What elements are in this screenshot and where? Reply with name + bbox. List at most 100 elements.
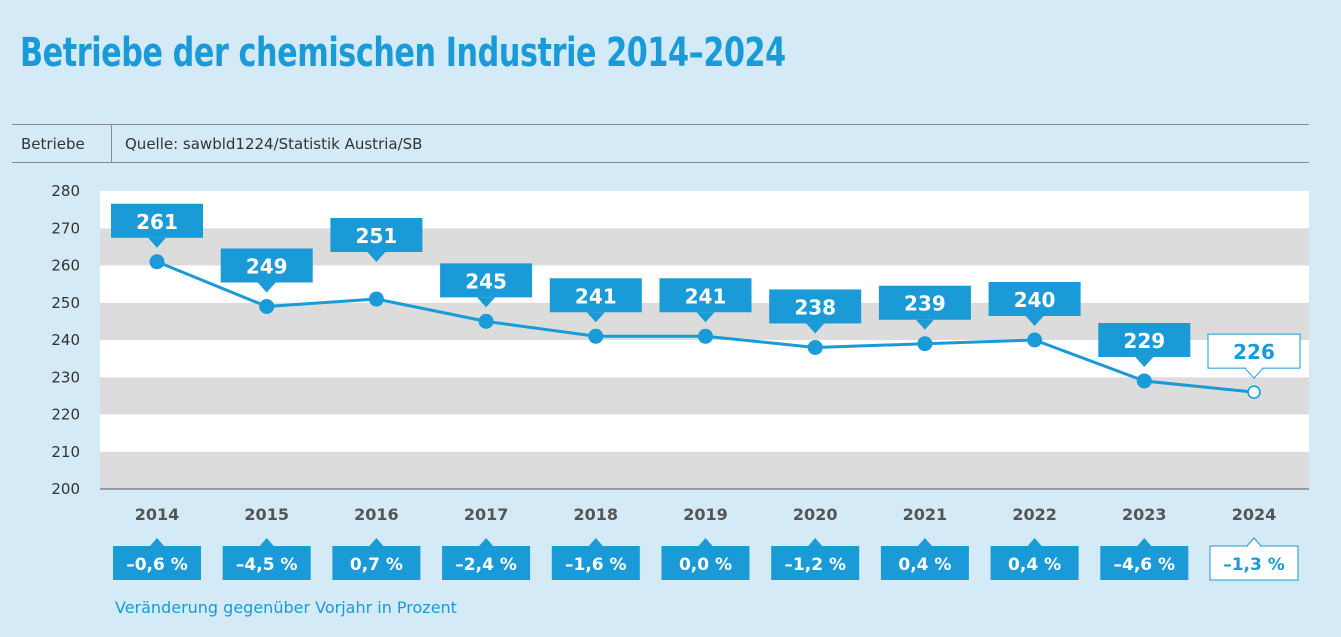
y-tick-label: 250: [51, 294, 80, 312]
value-callout-pointer: [806, 323, 825, 334]
value-callout: [330, 218, 423, 253]
divider: [111, 125, 112, 162]
change-label: 0,7 %: [350, 555, 403, 575]
x-tick-label: 2020: [793, 505, 838, 524]
source-bar: Betriebe Quelle: sawbld1224/Statistik Au…: [12, 124, 1309, 163]
x-tick-label: 2022: [1012, 505, 1057, 524]
page-title: Betriebe der chemischen Industrie 2014–2…: [20, 30, 786, 76]
grid-band: [100, 377, 1309, 415]
change-badge: [1100, 546, 1189, 580]
value-callout: [878, 285, 971, 320]
value-callout-pointer: [696, 312, 715, 323]
x-tick-label: 2016: [354, 505, 399, 524]
change-note: Veränderung gegenüber Vorjahr in Prozent: [115, 598, 457, 617]
value-callout-pointer: [477, 297, 496, 308]
y-tick-label: 260: [51, 257, 80, 275]
value-callout: [769, 289, 862, 324]
y-tick-label: 240: [51, 331, 80, 349]
change-badge-pointer: [479, 538, 494, 546]
data-label: 245: [465, 269, 507, 293]
grid-band: [100, 451, 1309, 489]
y-tick-label: 220: [51, 406, 80, 424]
value-callout-pointer: [1025, 316, 1044, 326]
data-point: [917, 336, 933, 352]
change-label: 0,4 %: [1008, 555, 1061, 575]
data-label: 238: [794, 295, 836, 319]
change-label: –4,6 %: [1114, 555, 1176, 575]
x-tick-label: 2017: [464, 505, 509, 524]
change-badge-pointer: [1245, 537, 1263, 547]
change-badge: [661, 546, 750, 580]
change-badge: [771, 546, 860, 580]
change-badge: [990, 546, 1079, 580]
data-label: 241: [685, 284, 727, 308]
data-point: [259, 298, 275, 314]
value-callout-pointer: [148, 237, 166, 248]
y-tick-label: 280: [51, 182, 80, 200]
data-point: [1027, 332, 1043, 348]
data-label: 226: [1233, 340, 1275, 364]
data-label: 249: [246, 254, 288, 278]
change-badge-pointer: [698, 538, 713, 546]
data-point: [588, 328, 604, 344]
data-label: 239: [904, 292, 946, 316]
data-point: [1136, 373, 1152, 389]
change-label: –1,6 %: [565, 555, 627, 575]
x-tick-label: 2024: [1232, 505, 1277, 524]
grid-band: [100, 191, 1309, 229]
change-label: –4,5 %: [236, 555, 298, 575]
change-badge: [222, 546, 311, 580]
grid-band: [100, 414, 1309, 452]
data-label: 241: [575, 284, 617, 308]
x-tick-label: 2021: [903, 505, 948, 524]
change-badge-pointer: [917, 538, 932, 546]
change-badge: [113, 546, 201, 580]
change-badge-pointer: [588, 538, 603, 546]
x-tick-label: 2014: [135, 505, 180, 524]
value-callout: [1207, 333, 1301, 369]
data-label: 229: [1123, 329, 1165, 353]
value-callout: [988, 282, 1081, 316]
y-tick-label: 210: [51, 443, 80, 461]
change-label: –1,2 %: [784, 555, 846, 575]
value-callout-pointer: [586, 312, 605, 323]
change-label: 0,4 %: [898, 555, 951, 575]
value-callout-pointer: [915, 319, 934, 330]
value-callout-pointer: [257, 282, 276, 293]
change-badge-pointer: [808, 538, 823, 546]
change-badge-pointer: [369, 538, 384, 546]
unit-label: Betriebe: [21, 135, 85, 153]
y-tick-label: 200: [51, 480, 80, 498]
value-callout: [1098, 322, 1191, 357]
data-label: 251: [356, 224, 398, 248]
source-label: Quelle: sawbld1224/Statistik Austria/SB: [125, 135, 423, 153]
data-label: 240: [1014, 288, 1056, 312]
change-label: 0,0 %: [679, 555, 732, 575]
change-badge: [332, 546, 421, 580]
change-badge: [551, 546, 640, 580]
x-tick-label: 2023: [1122, 505, 1167, 524]
value-callout: [220, 248, 313, 283]
data-point: [368, 291, 384, 307]
y-tick-label: 230: [51, 368, 80, 386]
change-label: –0,6 %: [126, 555, 188, 575]
x-tick-label: 2018: [574, 505, 619, 524]
change-badge-pointer: [1027, 538, 1042, 546]
data-point: [807, 339, 823, 355]
value-callout: [111, 203, 203, 238]
value-callout-pointer: [1135, 356, 1154, 367]
x-tick-label: 2015: [244, 505, 289, 524]
value-callout: [549, 278, 642, 313]
change-badge-pointer: [259, 538, 274, 546]
value-callout: [659, 278, 752, 313]
data-point: [149, 254, 165, 270]
value-callout-pointer: [367, 252, 386, 263]
change-label: –1,3 %: [1223, 555, 1285, 575]
data-point: [478, 313, 494, 329]
data-point: [1247, 385, 1261, 399]
change-badge: [880, 546, 969, 580]
data-point: [698, 328, 713, 344]
change-badge: [442, 546, 531, 580]
change-badge-pointer: [1137, 538, 1152, 546]
